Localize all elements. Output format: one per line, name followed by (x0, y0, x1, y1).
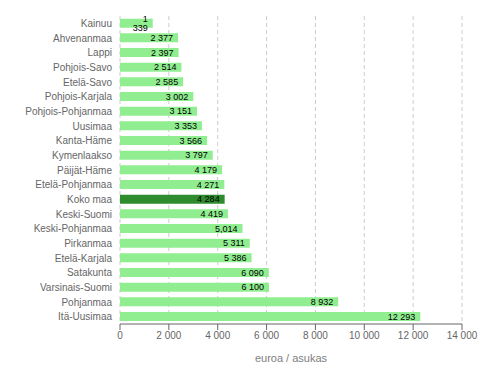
svg-text:3 797: 3 797 (185, 150, 208, 160)
svg-text:Keski-Pohjanmaa: Keski-Pohjanmaa (34, 223, 113, 234)
svg-text:3 002: 3 002 (166, 92, 189, 102)
svg-text:Päijät-Häme: Päijät-Häme (57, 165, 112, 176)
svg-text:14 000: 14 000 (447, 330, 478, 341)
svg-text:0: 0 (117, 330, 123, 341)
svg-text:12 293: 12 293 (388, 312, 416, 322)
svg-text:6 000: 6 000 (254, 330, 279, 341)
svg-text:4 284: 4 284 (197, 194, 220, 204)
svg-text:Uusimaa: Uusimaa (73, 121, 113, 132)
svg-text:Pohjois-Karjala: Pohjois-Karjala (45, 91, 113, 102)
svg-text:Satakunta: Satakunta (67, 267, 112, 278)
svg-text:Koko maa: Koko maa (67, 194, 112, 205)
svg-text:10 000: 10 000 (349, 330, 380, 341)
svg-text:4 419: 4 419 (200, 209, 223, 219)
svg-text:Keski-Suomi: Keski-Suomi (56, 209, 112, 220)
svg-text:12 000: 12 000 (398, 330, 429, 341)
svg-text:Pohjois-Savo: Pohjois-Savo (53, 62, 112, 73)
svg-text:5 386: 5 386 (224, 253, 247, 263)
svg-text:6 090: 6 090 (241, 268, 264, 278)
svg-text:Kanta-Häme: Kanta-Häme (56, 135, 113, 146)
svg-text:8 932: 8 932 (311, 297, 334, 307)
svg-text:2 585: 2 585 (156, 77, 179, 87)
svg-text:2 000: 2 000 (156, 330, 181, 341)
svg-text:4 000: 4 000 (205, 330, 230, 341)
svg-text:Pirkanmaa: Pirkanmaa (64, 238, 112, 249)
svg-text:1339: 1339 (133, 14, 148, 33)
svg-text:2 397: 2 397 (151, 48, 174, 58)
svg-text:euroa / asukas: euroa / asukas (255, 352, 328, 364)
svg-text:4 179: 4 179 (195, 165, 218, 175)
svg-text:Itä-Uusimaa: Itä-Uusimaa (58, 311, 112, 322)
svg-text:Ahvenanmaa: Ahvenanmaa (53, 33, 112, 44)
svg-text:Pohjanmaa: Pohjanmaa (61, 297, 112, 308)
svg-text:Etelä-Karjala: Etelä-Karjala (55, 253, 113, 264)
svg-text:3 151: 3 151 (169, 106, 192, 116)
svg-text:Lappi: Lappi (88, 47, 112, 58)
svg-text:3 353: 3 353 (174, 121, 197, 131)
svg-text:Kainuu: Kainuu (81, 18, 112, 29)
svg-text:3 566: 3 566 (180, 136, 203, 146)
svg-text:4 271: 4 271 (197, 180, 220, 190)
svg-text:Varsinais-Suomi: Varsinais-Suomi (40, 282, 112, 293)
svg-text:5 311: 5 311 (223, 238, 245, 248)
svg-text:Kymenlaakso: Kymenlaakso (52, 150, 112, 161)
svg-text:Etelä-Savo: Etelä-Savo (63, 77, 112, 88)
svg-text:5,014: 5,014 (215, 224, 238, 234)
svg-text:2 377: 2 377 (151, 33, 174, 43)
svg-text:Etelä-Pohjanmaa: Etelä-Pohjanmaa (35, 179, 112, 190)
svg-text:Pohjois-Pohjanmaa: Pohjois-Pohjanmaa (25, 106, 112, 117)
svg-text:2 514: 2 514 (154, 62, 177, 72)
svg-text:6 100: 6 100 (241, 282, 264, 292)
svg-text:8 000: 8 000 (303, 330, 328, 341)
